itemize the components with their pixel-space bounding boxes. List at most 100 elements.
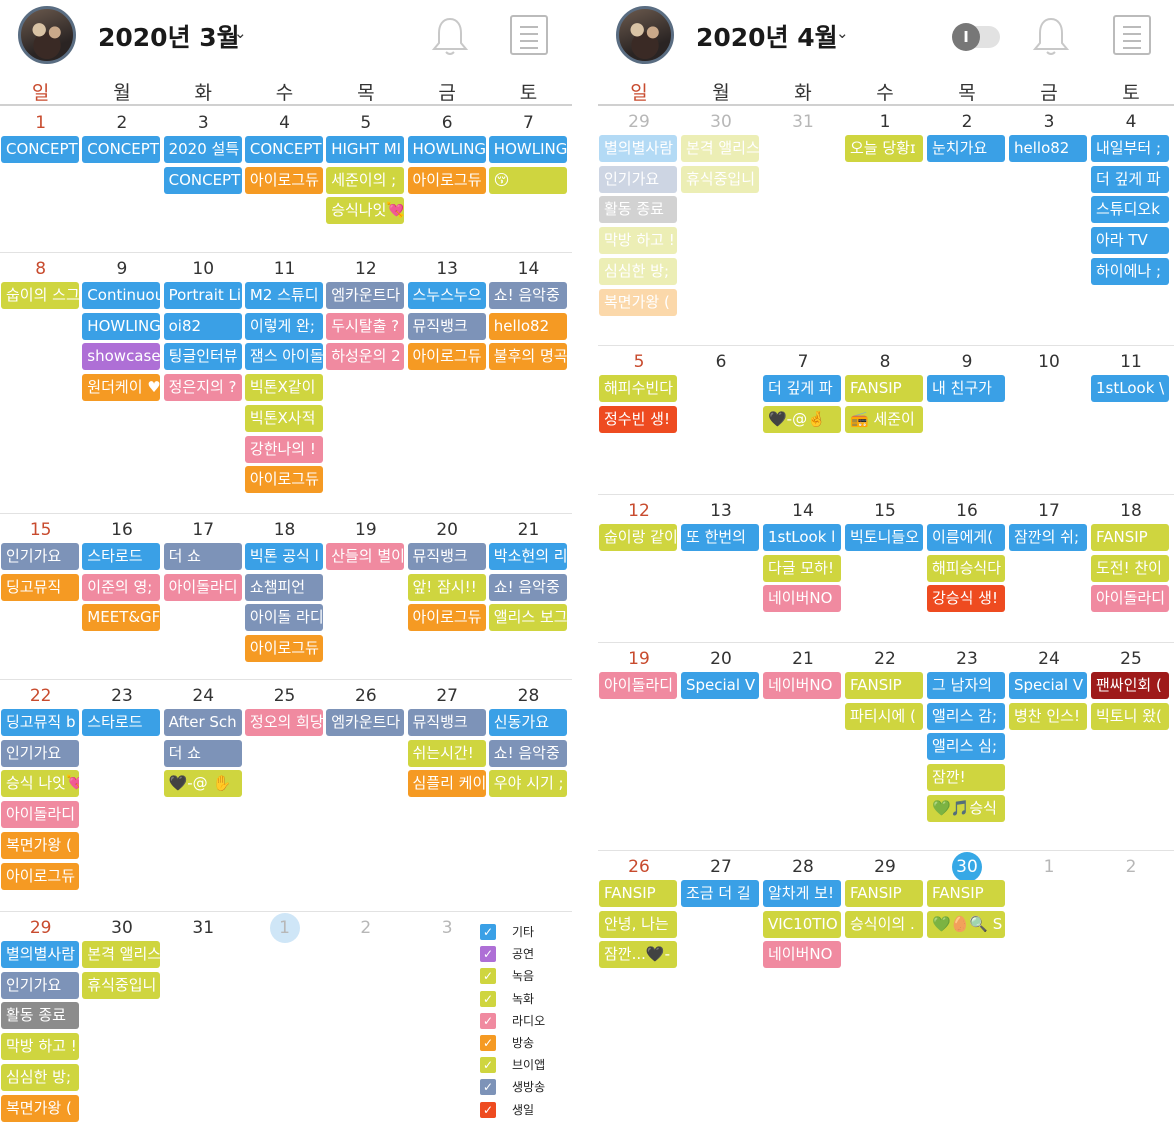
day-number[interactable]: 14 [517,259,540,279]
event-chip[interactable]: 📻 세준이 [845,405,923,433]
day-number[interactable]: 31 [792,112,814,132]
day-number[interactable]: 28 [792,857,814,877]
day-number[interactable]: 19 [355,520,377,540]
event-chip[interactable]: 스타로드 [82,709,161,736]
event-chip[interactable]: 다글 모하! [763,554,841,582]
event-chip[interactable]: 복면가왕 ( [1,831,79,859]
day-number[interactable]: 22 [874,649,896,669]
event-chip[interactable]: 네이버NO [763,941,841,969]
event-chip[interactable]: VIC10TIO [763,910,841,938]
event-chip[interactable]: 막방 하고 ! [599,227,677,255]
day-number[interactable]: 1 [879,112,891,132]
day-number[interactable]: 16 [111,520,133,540]
event-chip[interactable]: 파티시에 ( [845,702,923,730]
day-number[interactable]: 17 [192,520,215,540]
day-number[interactable]: 11 [1120,352,1142,372]
day-number[interactable]: 24 [1038,649,1060,669]
event-chip[interactable]: 이름에게( [927,524,1005,551]
day-number[interactable]: 3 [1043,112,1055,132]
event-chip[interactable]: 정수빈 생! [599,405,677,433]
event-chip[interactable]: 숩이의 스그 [1,282,79,309]
day-number[interactable]: 15 [874,501,896,521]
event-chip[interactable]: 내 친구가 [927,375,1005,402]
day-number[interactable]: 19 [628,649,650,669]
legend-item[interactable]: ✓ 녹화 [480,989,570,1009]
event-chip[interactable]: 심플리 케이 [407,770,486,798]
event-chip[interactable]: FANSIP [1091,524,1169,551]
event-chip[interactable]: 본격 앨리스 [681,135,759,162]
checkbox-icon[interactable]: ✓ [480,1057,496,1074]
event-chip[interactable]: 😚 [488,166,567,194]
event-chip[interactable]: HOWLING [488,136,567,163]
event-chip[interactable]: 도전! 찬이 [1091,554,1169,582]
day-number[interactable]: 2 [1125,857,1137,877]
event-chip[interactable]: 잠깐의 쉬; [1009,524,1087,551]
event-chip[interactable]: HIGHT MI [326,136,405,163]
day-number[interactable]: 25 [273,686,296,706]
event-chip[interactable]: 스누스누으 [407,282,486,309]
event-chip[interactable]: 복면가왕 ( [599,288,677,316]
day-number[interactable]: 5 [633,352,645,372]
day-number[interactable]: 25 [1120,649,1142,669]
checkbox-icon[interactable]: ✓ [480,1101,496,1118]
event-chip[interactable]: 빅톤X같이 [244,374,323,402]
event-chip[interactable]: hello82 [488,312,567,340]
event-chip[interactable]: 두시탈출 ? [326,312,405,340]
event-chip[interactable]: 딩고뮤직 b [1,709,79,736]
event-chip[interactable]: 빅토니 왔( [1091,702,1169,730]
month-title[interactable]: 2020년 3월 [98,23,240,52]
event-chip[interactable]: 더 깊게 파 [1091,165,1169,193]
menu-icon[interactable] [510,15,548,55]
event-chip[interactable]: HOWLING [407,136,486,163]
day-number[interactable]: 18 [1120,501,1142,521]
event-chip[interactable]: 2020 설특 [163,136,242,163]
event-chip[interactable]: 쉬는시간! [407,739,486,767]
event-chip[interactable]: 인기가요 [599,165,677,193]
event-chip[interactable]: After Sch [163,709,242,736]
checkbox-icon[interactable]: ✓ [480,1035,496,1051]
event-chip[interactable]: 별의별사람 [1,941,79,968]
day-number[interactable]: 12 [628,501,650,521]
checkbox-icon[interactable]: ✓ [480,1012,496,1029]
day-number[interactable]: 27 [710,857,732,877]
legend-item[interactable]: ✓ 생방송 [480,1077,570,1097]
day-number[interactable]: 18 [273,520,296,540]
day-number[interactable]: 1 [279,918,290,938]
event-chip[interactable]: 세준이의 ; [326,166,405,194]
event-chip[interactable]: 더 쇼 [163,543,242,570]
event-chip[interactable]: 하이에나 ; [1091,257,1169,285]
day-number[interactable]: 7 [797,352,809,372]
event-chip[interactable]: 스타로드 [82,543,161,570]
day-number[interactable]: 1 [35,113,47,133]
event-chip[interactable]: Special V [1009,672,1087,699]
day-number[interactable]: 12 [355,259,377,279]
day-number[interactable]: 5 [360,113,372,133]
day-number[interactable]: 3 [197,113,209,133]
event-chip[interactable]: M2 스튜디 [244,282,323,309]
event-chip[interactable]: oi82 [163,312,242,340]
chevron-down-icon[interactable]: ⌄ [234,24,247,42]
profile-avatar[interactable] [616,6,674,64]
event-chip[interactable]: 앨리스 보그 [488,604,567,632]
legend-item[interactable]: ✓ 공연 [480,944,570,964]
event-chip[interactable]: 아라 TV [1091,227,1169,255]
day-number[interactable]: 30 [710,112,732,132]
event-chip[interactable]: FANSIP [599,880,677,907]
day-number[interactable]: 26 [628,857,650,877]
bell-icon[interactable] [1031,14,1071,58]
event-chip[interactable]: 아이돌라디 [163,573,242,601]
day-number[interactable]: 16 [956,501,978,521]
event-chip[interactable]: 뮤직뱅크 [407,543,486,570]
profile-avatar[interactable] [18,6,76,64]
day-number[interactable]: 31 [192,918,215,938]
day-number[interactable]: 29 [628,112,650,132]
checkbox-icon[interactable]: ✓ [480,1079,496,1096]
event-chip[interactable]: CONCEPT [244,136,323,163]
event-chip[interactable]: 네이버NO [763,585,841,613]
day-number[interactable]: 3 [441,918,453,938]
event-chip[interactable]: 잠깐! [927,764,1005,792]
day-number[interactable]: 2 [961,112,973,132]
event-chip[interactable]: 오늘 당황ɪ [845,135,923,162]
event-chip[interactable]: Portrait Li [163,282,242,309]
checkbox-icon[interactable]: ✓ [480,924,496,940]
